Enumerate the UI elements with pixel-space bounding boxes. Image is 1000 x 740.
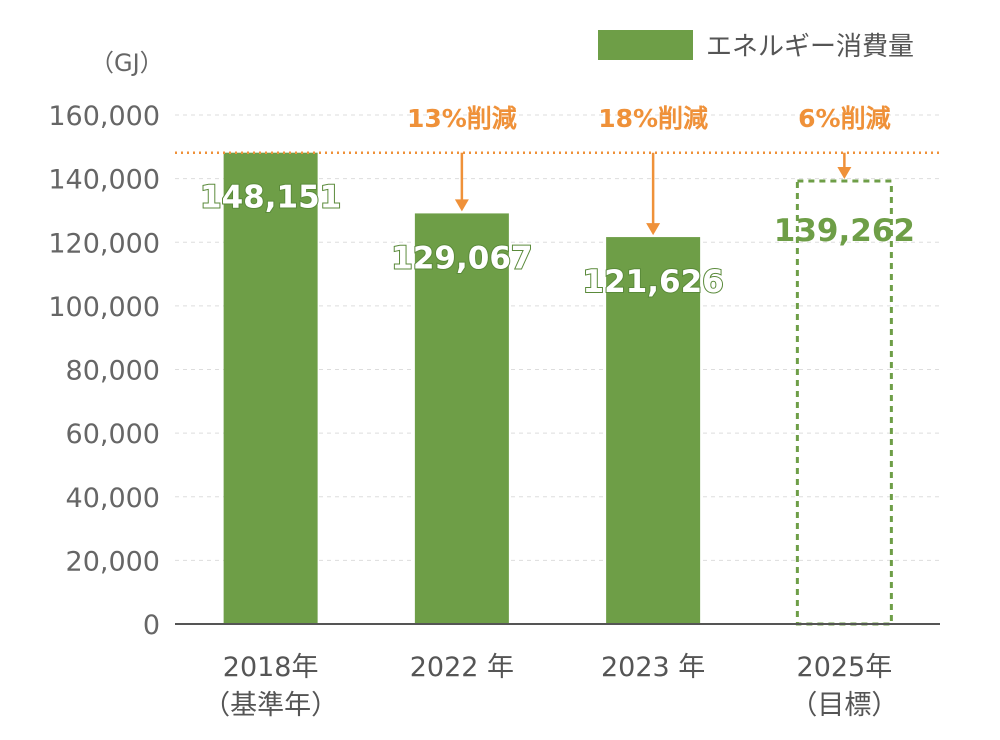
y-tick-label: 0 xyxy=(143,610,160,641)
y-tick-label: 140,000 xyxy=(48,165,160,196)
y-axis-unit: （GJ） xyxy=(90,49,164,77)
x-category-label: 2023 年 xyxy=(601,652,705,683)
x-category-label: 2022 年 xyxy=(410,652,514,683)
x-category-sublabel: （目標） xyxy=(790,690,898,721)
value-label: 148,151 xyxy=(200,180,341,216)
reduction-label: 6%削減 xyxy=(798,104,890,133)
x-category-label: 2025年 xyxy=(797,652,893,683)
reduction-arrow-head xyxy=(837,166,852,179)
legend-swatch xyxy=(598,30,693,60)
y-tick-label: 60,000 xyxy=(66,419,160,450)
y-axis-ticks: 0 20,000 40,000 60,000 80,000 100,000 120,000 1… xyxy=(48,101,160,641)
bar xyxy=(223,152,318,624)
bars xyxy=(223,152,893,626)
value-label: 129,067 xyxy=(391,240,532,276)
y-tick-label: 40,000 xyxy=(66,483,160,514)
bar xyxy=(606,237,701,625)
reduction-label: 13%削減 xyxy=(407,104,517,133)
y-tick-label: 160,000 xyxy=(48,101,160,132)
reduction-arrows: 13%削減 18%削減 6%削減 xyxy=(407,104,891,236)
y-tick-label: 120,000 xyxy=(48,228,160,259)
legend-label: エネルギー消費量 xyxy=(706,32,914,62)
y-tick-label: 80,000 xyxy=(66,356,160,387)
legend: エネルギー消費量 xyxy=(598,30,914,62)
value-label: 139,262 xyxy=(774,213,915,249)
reduction-arrow-head xyxy=(454,199,469,212)
x-category-label: 2018年 xyxy=(223,652,319,683)
x-category-sublabel: （基準年） xyxy=(203,690,338,721)
x-axis-categories: 2018年 （基準年） 2022 年 2023 年 2025年 （目標） xyxy=(203,652,898,721)
y-tick-label: 100,000 xyxy=(48,292,160,323)
value-labels: 148,151 129,067 121,626 139,262 xyxy=(199,179,915,301)
value-label: 121,626 xyxy=(583,264,724,300)
reduction-arrow-head xyxy=(646,223,661,236)
bar xyxy=(414,213,509,624)
reduction-label: 18%削減 xyxy=(598,104,708,133)
y-tick-label: 20,000 xyxy=(66,546,160,577)
